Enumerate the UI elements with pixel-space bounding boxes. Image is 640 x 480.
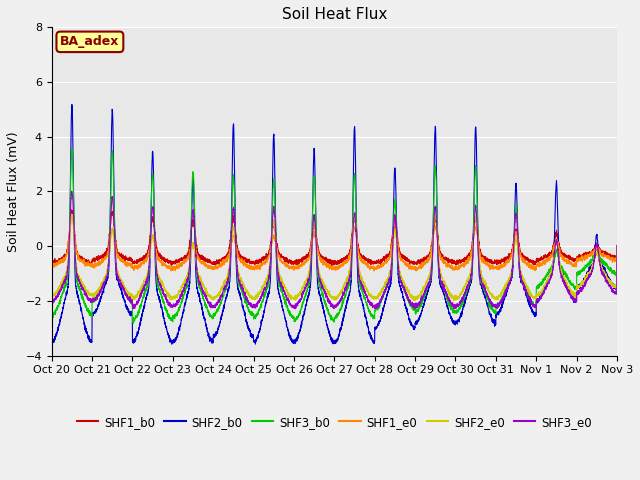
SHF2_e0 — [613, 244, 621, 250]
Line: SHF1_b0: SHF1_b0 — [52, 210, 617, 266]
SHF1_e0 — [125, 260, 133, 265]
SHF1_e0 — [347, 250, 355, 256]
SHF3_b0 — [613, 245, 621, 251]
SHF1_b0 — [125, 258, 133, 264]
Legend: SHF1_b0, SHF2_b0, SHF3_b0, SHF1_e0, SHF2_e0, SHF3_e0: SHF1_b0, SHF2_b0, SHF3_b0, SHF1_e0, SHF2… — [72, 411, 596, 433]
SHF2_b0 — [48, 340, 56, 346]
SHF3_e0 — [48, 298, 56, 303]
Text: BA_adex: BA_adex — [60, 36, 120, 48]
SHF2_e0 — [419, 290, 426, 296]
Line: SHF2_e0: SHF2_e0 — [52, 214, 617, 301]
SHF3_e0 — [405, 299, 413, 304]
SHF3_b0 — [125, 298, 133, 303]
SHF3_e0 — [504, 283, 511, 289]
SHF1_b0 — [613, 243, 621, 249]
SHF2_e0 — [405, 290, 413, 296]
SHF1_b0 — [606, 251, 614, 257]
SHF2_e0 — [606, 280, 614, 286]
SHF3_e0 — [125, 294, 133, 300]
SHF1_e0 — [419, 263, 426, 268]
SHF2_e0 — [125, 292, 133, 298]
SHF1_e0 — [504, 259, 511, 264]
SHF2_b0 — [68, 102, 76, 108]
SHF1_e0 — [606, 257, 614, 263]
SHF2_b0 — [504, 285, 511, 291]
SHF1_b0 — [406, 261, 413, 266]
SHF2_e0 — [347, 261, 355, 266]
SHF1_b0 — [68, 207, 76, 213]
SHF2_b0 — [613, 245, 621, 251]
SHF2_e0 — [450, 298, 458, 304]
SHF3_e0 — [613, 242, 621, 248]
SHF2_b0 — [606, 276, 614, 282]
SHF2_e0 — [68, 211, 76, 217]
SHF3_b0 — [129, 320, 137, 326]
SHF2_b0 — [406, 317, 413, 323]
Y-axis label: Soil Heat Flux (mV): Soil Heat Flux (mV) — [7, 131, 20, 252]
SHF3_e0 — [606, 283, 614, 289]
SHF3_e0 — [68, 188, 76, 194]
SHF3_e0 — [419, 296, 426, 302]
SHF3_b0 — [406, 300, 413, 305]
SHF3_b0 — [347, 270, 355, 276]
SHF3_b0 — [419, 298, 426, 304]
SHF1_e0 — [370, 268, 378, 274]
SHF3_b0 — [68, 146, 76, 152]
SHF2_b0 — [125, 309, 133, 315]
SHF1_b0 — [328, 263, 336, 269]
SHF2_b0 — [419, 306, 426, 312]
SHF1_b0 — [419, 258, 426, 264]
SHF1_e0 — [406, 265, 413, 271]
SHF1_b0 — [504, 254, 511, 260]
SHF2_e0 — [48, 291, 56, 297]
SHF2_b0 — [347, 281, 355, 287]
Line: SHF1_e0: SHF1_e0 — [52, 216, 617, 271]
SHF3_b0 — [504, 281, 511, 287]
SHF3_e0 — [347, 269, 355, 275]
Title: Soil Heat Flux: Soil Heat Flux — [282, 7, 387, 22]
SHF1_b0 — [48, 260, 56, 266]
SHF2_e0 — [504, 278, 511, 284]
SHF2_b0 — [168, 341, 175, 347]
Line: SHF3_e0: SHF3_e0 — [52, 191, 617, 309]
Line: SHF3_b0: SHF3_b0 — [52, 149, 617, 323]
Line: SHF2_b0: SHF2_b0 — [52, 105, 617, 344]
SHF3_b0 — [48, 311, 56, 316]
SHF3_e0 — [451, 306, 458, 312]
SHF1_e0 — [613, 242, 621, 248]
SHF1_e0 — [68, 213, 76, 218]
SHF1_e0 — [48, 263, 56, 269]
SHF3_b0 — [606, 267, 614, 273]
SHF1_b0 — [347, 244, 355, 250]
